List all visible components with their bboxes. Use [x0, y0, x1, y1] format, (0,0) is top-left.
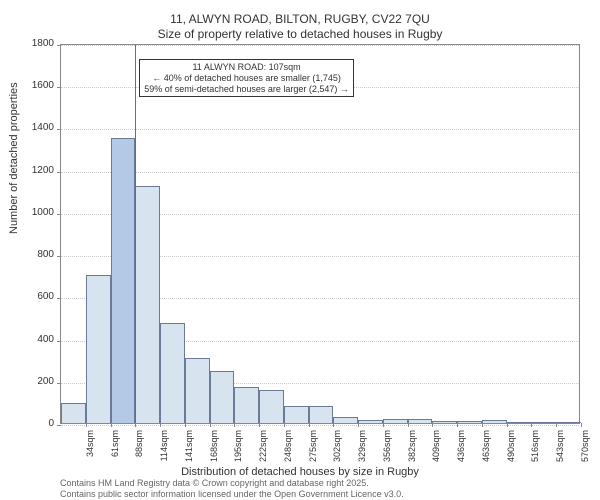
xtick-mark: [333, 423, 334, 427]
histogram-bar: [309, 406, 334, 423]
histogram-bar: [556, 422, 581, 423]
histogram-bar: [61, 403, 86, 423]
xtick-mark: [482, 423, 483, 427]
xtick-mark: [358, 423, 359, 427]
histogram-bar: [185, 358, 210, 423]
footer-line-1: Contains HM Land Registry data © Crown c…: [60, 478, 404, 489]
ytick-label: 200: [14, 376, 54, 387]
xtick-label: 463sqm: [481, 430, 491, 470]
xtick-label: 114sqm: [159, 430, 169, 470]
chart-title-sub: Size of property relative to detached ho…: [0, 27, 600, 41]
plot-area: 11 ALWYN ROAD: 107sqm← 40% of detached h…: [60, 44, 580, 424]
xtick-label: 222sqm: [258, 430, 268, 470]
gridline: [61, 45, 579, 46]
xtick-label: 382sqm: [407, 430, 417, 470]
xtick-mark: [185, 423, 186, 427]
ytick-label: 600: [14, 291, 54, 302]
xtick-label: 168sqm: [209, 430, 219, 470]
histogram-bar: [457, 421, 482, 423]
xtick-label: 570sqm: [580, 430, 590, 470]
annotation-line: 59% of semi-detached houses are larger (…: [144, 84, 349, 95]
ytick-label: 800: [14, 249, 54, 260]
ytick-label: 0: [14, 418, 54, 429]
ytick-mark: [57, 45, 61, 46]
annotation-callout: 11 ALWYN ROAD: 107sqm← 40% of detached h…: [139, 59, 354, 97]
histogram-bar: [160, 323, 185, 423]
ytick-mark: [57, 214, 61, 215]
ytick-label: 400: [14, 334, 54, 345]
ytick-mark: [57, 341, 61, 342]
annotation-line: 11 ALWYN ROAD: 107sqm: [144, 62, 349, 73]
xtick-label: 516sqm: [530, 430, 540, 470]
histogram-bar: [259, 390, 284, 423]
histogram-bar: [383, 419, 408, 423]
histogram-bar: [531, 422, 556, 423]
xtick-label: 302sqm: [332, 430, 342, 470]
xtick-mark: [111, 423, 112, 427]
chart-footer: Contains HM Land Registry data © Crown c…: [60, 478, 404, 500]
xtick-label: 543sqm: [555, 430, 565, 470]
xtick-label: 88sqm: [134, 430, 144, 470]
ytick-label: 1200: [14, 165, 54, 176]
histogram-bar: [408, 419, 433, 423]
ytick-mark: [57, 298, 61, 299]
ytick-mark: [57, 87, 61, 88]
xtick-label: 61sqm: [110, 430, 120, 470]
xtick-mark: [135, 423, 136, 427]
histogram-chart: 11, ALWYN ROAD, BILTON, RUGBY, CV22 7QU …: [0, 0, 600, 500]
ytick-mark: [57, 172, 61, 173]
ytick-mark: [57, 383, 61, 384]
histogram-bar: [135, 186, 160, 424]
xtick-mark: [160, 423, 161, 427]
xtick-mark: [581, 423, 582, 427]
xtick-mark: [507, 423, 508, 427]
chart-title-main: 11, ALWYN ROAD, BILTON, RUGBY, CV22 7QU: [0, 12, 600, 26]
gridline: [61, 425, 579, 426]
xtick-mark: [86, 423, 87, 427]
xtick-mark: [234, 423, 235, 427]
histogram-bar: [432, 421, 457, 423]
xtick-mark: [531, 423, 532, 427]
histogram-bar: [507, 422, 532, 423]
xtick-mark: [408, 423, 409, 427]
histogram-bar: [210, 371, 235, 423]
xtick-label: 329sqm: [357, 430, 367, 470]
gridline: [61, 172, 579, 173]
xtick-label: 436sqm: [456, 430, 466, 470]
ytick-label: 1400: [14, 122, 54, 133]
xtick-label: 356sqm: [382, 430, 392, 470]
ytick-label: 1000: [14, 207, 54, 218]
annotation-line: ← 40% of detached houses are smaller (1,…: [144, 73, 349, 84]
ytick-mark: [57, 129, 61, 130]
histogram-bar: [284, 406, 309, 423]
histogram-bar: [333, 417, 358, 423]
histogram-bar: [111, 138, 136, 423]
ytick-label: 1600: [14, 80, 54, 91]
highlight-marker-line: [135, 45, 136, 423]
xtick-mark: [284, 423, 285, 427]
xtick-mark: [309, 423, 310, 427]
footer-line-2: Contains public sector information licen…: [60, 489, 404, 500]
xtick-label: 409sqm: [431, 430, 441, 470]
gridline: [61, 129, 579, 130]
ytick-mark: [57, 256, 61, 257]
histogram-bar: [234, 387, 259, 423]
ytick-label: 1800: [14, 38, 54, 49]
xtick-label: 141sqm: [184, 430, 194, 470]
histogram-bar: [358, 420, 383, 423]
xtick-label: 490sqm: [506, 430, 516, 470]
ytick-mark: [57, 425, 61, 426]
xtick-label: 34sqm: [85, 430, 95, 470]
xtick-mark: [210, 423, 211, 427]
xtick-label: 195sqm: [233, 430, 243, 470]
histogram-bar: [482, 420, 507, 423]
xtick-mark: [383, 423, 384, 427]
histogram-bar: [86, 275, 111, 423]
xtick-label: 275sqm: [308, 430, 318, 470]
xtick-label: 248sqm: [283, 430, 293, 470]
xtick-mark: [432, 423, 433, 427]
xtick-mark: [259, 423, 260, 427]
xtick-mark: [457, 423, 458, 427]
xtick-mark: [556, 423, 557, 427]
